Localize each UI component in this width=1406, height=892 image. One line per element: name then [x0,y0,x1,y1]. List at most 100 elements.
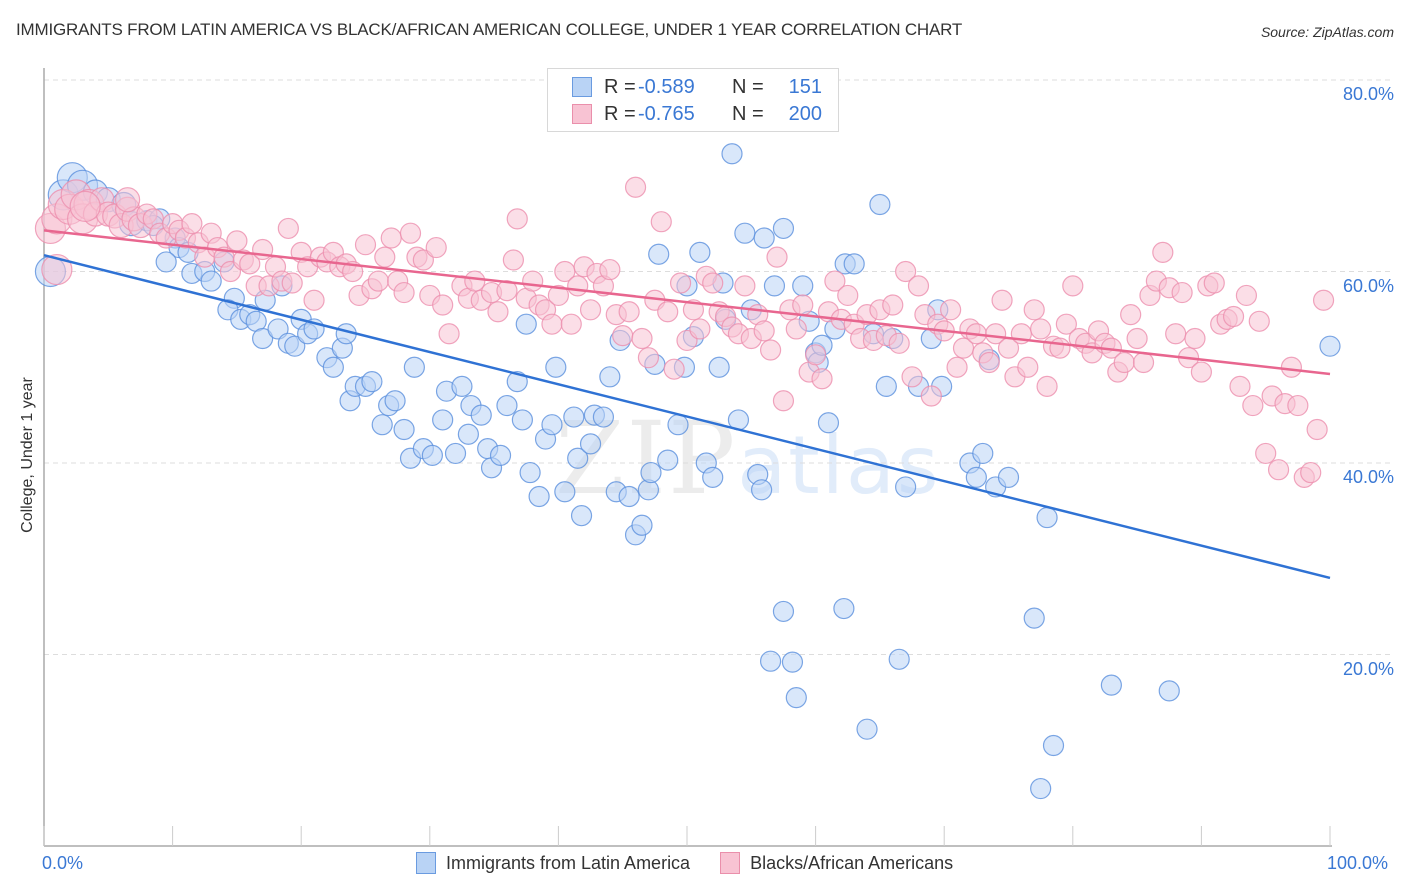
r-label: R = [604,75,636,98]
correlation-legend: R = -0.589 N = 151 R = -0.765 N = 200 [547,68,839,132]
data-point [425,236,447,259]
data-point [399,222,422,244]
data-point [1248,310,1270,332]
trend-line-blacks [43,229,1331,376]
data-point [303,289,325,311]
data-point [1062,275,1084,297]
data-point [882,294,904,316]
data-point [380,227,402,249]
data-point [1030,318,1052,340]
data-point [811,368,833,390]
data-point [69,190,101,222]
data-point [496,280,518,302]
data-point [563,406,585,428]
data-point [464,270,486,292]
data-point [624,176,647,198]
data-point [1280,356,1303,378]
r-value: -0.589 [638,75,695,98]
data-point [1126,327,1148,350]
data-point [444,442,467,465]
data-point [1267,459,1290,481]
data-point [875,375,897,397]
data-point [506,208,528,230]
data-point [766,246,788,268]
data-point [631,514,653,536]
data-point [438,323,460,345]
data-point [155,251,177,273]
data-point [640,461,662,484]
data-point [506,371,528,393]
data-point [721,143,743,165]
axes [43,68,1332,847]
data-point [888,332,910,354]
data-point [1203,272,1225,294]
data-point [1049,337,1071,359]
y-tick-label: 80.0% [1342,84,1394,104]
series-legend: Immigrants from Latin America Blacks/Afr… [416,852,983,874]
data-point [354,234,377,256]
data-point [1190,361,1213,383]
series-black-african-americans [34,176,1335,488]
data-point [940,299,962,321]
legend-item-blacks[interactable]: Blacks/African Americans [720,852,953,874]
data-point [393,418,415,441]
data-point [1242,394,1264,417]
data-point [1300,461,1322,484]
data-point [991,289,1013,311]
data-point [1222,305,1245,328]
data-point [528,485,550,508]
data-point [637,347,660,369]
data-point [843,253,865,275]
data-point [763,275,786,297]
data-point [367,270,389,292]
data-point [403,356,425,378]
legend-row-immigrants: R = -0.589 N = 151 [572,75,822,99]
data-point [1312,289,1335,311]
data-point [393,281,415,304]
legend-swatch-blue [572,77,592,97]
data-point [322,356,344,378]
data-point [792,275,814,297]
data-point [946,356,968,378]
data-point [682,299,705,321]
data-point [114,187,141,213]
data-point [648,243,670,265]
legend-item-immigrants[interactable]: Immigrants from Latin America [416,852,690,874]
data-point [804,344,827,366]
data-point [702,272,724,294]
data-point [489,444,512,466]
data-point [541,414,563,436]
data-point [1229,375,1251,397]
data-point [1036,375,1058,397]
data-point [1158,680,1180,702]
data-point [612,325,634,347]
data-point [181,213,203,235]
data-point [567,275,589,297]
data-point [1023,299,1045,321]
data-point [1017,356,1039,378]
data-point [1184,327,1206,350]
data-point [502,249,524,271]
data-point [361,371,383,393]
data-point [702,466,724,488]
data-point [657,449,679,471]
y-tick-label: 60.0% [1342,275,1394,296]
data-point [371,414,393,436]
data-point [487,301,509,323]
data-point [1235,284,1258,307]
trend-lines [43,229,1331,580]
data-point [599,366,621,388]
data-point [541,313,563,335]
data-point [667,414,689,436]
data-point [1023,607,1045,629]
data-point [833,597,855,620]
data-point [1042,734,1065,757]
data-point [1113,351,1135,374]
data-point [432,294,454,316]
legend-label: Blacks/African Americans [750,852,954,873]
n-label: N = [732,102,764,125]
data-point [1055,313,1077,335]
data-point [281,272,303,294]
data-point [599,258,621,281]
data-point [579,299,602,321]
